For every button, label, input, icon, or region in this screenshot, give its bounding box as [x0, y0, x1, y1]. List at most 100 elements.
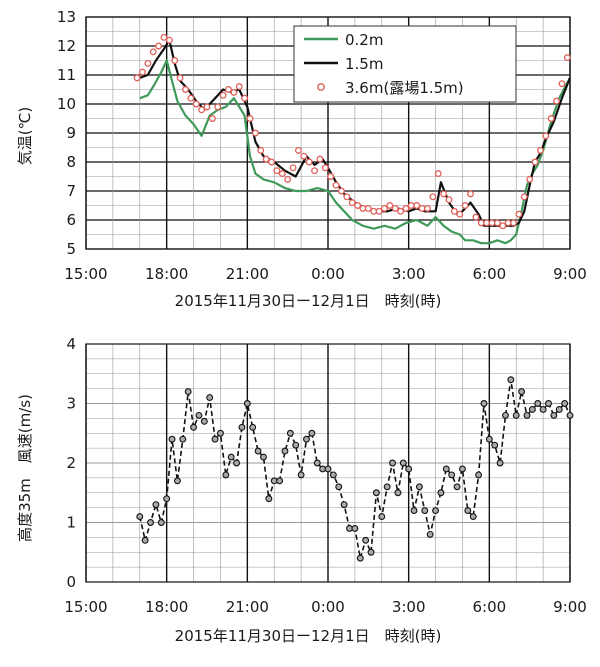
data-point-marker — [472, 213, 480, 221]
y-tick-label: 4 — [66, 335, 76, 353]
wind-speed-point — [566, 411, 574, 419]
data-point-marker — [450, 207, 458, 215]
wind-speed-point — [276, 477, 284, 485]
x-tick-label: 15:00 — [64, 265, 107, 283]
legend-label: 1.5m — [345, 55, 383, 73]
wind-speed-point — [206, 394, 214, 401]
data-point-marker — [461, 202, 469, 209]
data-point-marker — [219, 91, 227, 99]
wind-speed-point — [195, 411, 203, 419]
data-point-marker — [187, 94, 195, 102]
data-point-marker — [553, 97, 561, 105]
data-point-marker — [402, 204, 410, 212]
wind-speed-point — [491, 441, 499, 449]
wind-speed-point — [389, 459, 396, 467]
data-point-marker — [235, 83, 243, 91]
legend-label: 0.2m — [345, 31, 383, 49]
y-tick-label: 13 — [57, 8, 76, 26]
data-point-marker — [321, 164, 329, 172]
data-point-marker — [531, 158, 539, 166]
wind-speed-point — [448, 471, 456, 479]
data-point-marker — [434, 170, 442, 178]
data-point-marker — [251, 129, 259, 137]
wind-speed-point — [179, 435, 187, 443]
legend: 0.2m 1.5m 3.6m(露場1.5m) — [293, 25, 517, 103]
data-point-marker — [327, 173, 335, 180]
y-tick-label: 3 — [66, 395, 76, 413]
wind-speed-point — [222, 471, 230, 479]
wind-speed-point — [561, 400, 569, 407]
data-point-marker — [424, 204, 431, 212]
wind-speed-point — [163, 495, 171, 503]
wind-speed-point — [303, 435, 310, 443]
data-point-marker — [445, 196, 453, 204]
wind-speed-point — [254, 447, 262, 455]
wind-speed-point — [394, 489, 402, 497]
data-point-marker — [386, 202, 394, 209]
data-point-marker — [133, 74, 141, 82]
x-tick-label: 0:00 — [311, 265, 345, 283]
x-tick-label: 6:00 — [472, 598, 506, 616]
legend-label: 3.6m(露場1.5m) — [345, 79, 464, 97]
data-point-marker — [230, 88, 238, 96]
wind-speed-point — [453, 483, 461, 491]
wind-speed-point — [383, 483, 391, 491]
data-point-marker — [155, 42, 163, 50]
data-point-marker — [278, 170, 286, 178]
data-point-marker — [547, 115, 555, 122]
y-axis-label: 高度35m 風速(m/s) — [16, 394, 34, 542]
wind-speed-point — [136, 513, 144, 520]
wind-speed-point — [475, 471, 483, 479]
data-point-marker — [542, 132, 550, 140]
x-tick-label: 0:00 — [311, 598, 345, 616]
data-point-marker — [499, 222, 507, 230]
wind-speed-point — [399, 459, 407, 467]
wind-speed-point — [372, 489, 380, 497]
wind-speed-point — [421, 507, 429, 515]
x-tick-label: 15:00 — [64, 598, 107, 616]
wind-speed-point — [415, 483, 423, 491]
data-point-marker — [198, 106, 206, 114]
x-tick-label: 18:00 — [145, 598, 188, 616]
y-tick-label: 9 — [66, 124, 76, 142]
wind-speed-point — [437, 489, 445, 497]
wind-speed-point — [147, 519, 154, 526]
data-point-marker — [268, 158, 275, 166]
wind-speed-point — [555, 406, 563, 413]
wind-speed-point — [464, 507, 472, 515]
y-axis-label: 気温(℃) — [16, 107, 34, 166]
wind-speed-point — [518, 388, 526, 396]
wind-speed-point — [292, 441, 300, 449]
data-point-marker — [192, 100, 200, 108]
wind-speed-point — [405, 465, 413, 473]
wind-speed-point — [233, 459, 241, 467]
wind-speed-point — [297, 471, 305, 479]
plot-frame — [85, 343, 571, 583]
data-point-marker — [536, 146, 544, 154]
wind-speed-point — [410, 507, 418, 515]
wind-speed-point — [340, 501, 348, 509]
wind-speed-point — [507, 376, 515, 384]
wind-speed-point — [426, 530, 434, 538]
data-point-marker — [262, 155, 270, 163]
data-point-marker — [354, 202, 362, 209]
wind-speed-point — [190, 423, 198, 431]
data-point-marker — [149, 48, 157, 56]
wind-speed-point — [362, 536, 370, 544]
data-point-marker — [397, 207, 405, 215]
wind-speed-point — [168, 435, 176, 443]
data-point-marker — [429, 193, 437, 201]
wind-speed-point — [243, 400, 251, 407]
y-tick-label: 12 — [57, 37, 76, 55]
x-tick-label: 3:00 — [392, 598, 426, 616]
data-point-marker — [203, 103, 211, 111]
data-point-marker — [493, 219, 501, 227]
y-tick-label: 10 — [57, 95, 76, 113]
data-point-marker — [225, 86, 232, 93]
wind-speed-point — [550, 411, 558, 419]
wind-speed-point — [249, 423, 257, 431]
y-tick-label: 0 — [66, 573, 76, 591]
wind-speed-point — [200, 417, 208, 425]
y-tick-label: 1 — [66, 514, 76, 532]
